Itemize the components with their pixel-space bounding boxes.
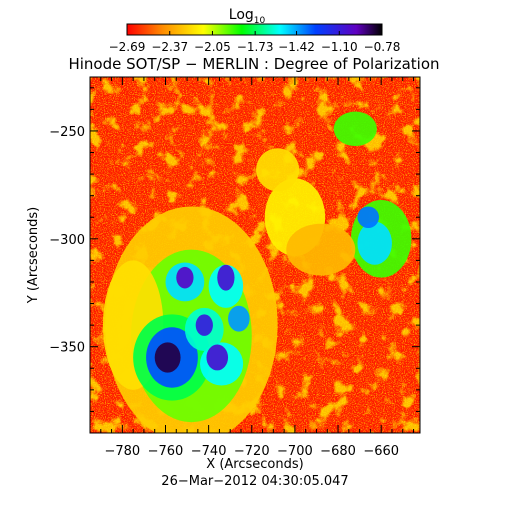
heatmap-patch xyxy=(206,344,229,371)
y-tick-label: −350 xyxy=(49,341,85,356)
heatmap-patch xyxy=(256,148,300,192)
colorbar-tick-label: −1.10 xyxy=(321,40,358,54)
x-tick-label: −720 xyxy=(234,444,270,459)
colorbar-tick-label: −2.37 xyxy=(151,40,188,54)
timestamp-footer: 26−Mar−2012 04:30:05.047 xyxy=(161,474,348,489)
x-tick-label: −760 xyxy=(148,444,184,459)
heatmap-area xyxy=(90,77,420,433)
heatmap-patch xyxy=(154,342,181,373)
colorbar-tick-label: −1.42 xyxy=(278,40,315,54)
x-axis-label: X (Arcseconds) xyxy=(206,457,303,472)
x-tick-label: −780 xyxy=(104,444,140,459)
heatmap-patches xyxy=(102,111,412,433)
heatmap-patch xyxy=(195,314,213,336)
x-tick-label: −660 xyxy=(363,444,399,459)
colorbar-label-subscript: 10 xyxy=(254,16,266,26)
chart-title: Hinode SOT/SP − MERLIN : Degree of Polar… xyxy=(68,55,439,73)
colorbar-tick-label: −2.05 xyxy=(194,40,231,54)
heatmap-patch xyxy=(357,221,392,265)
x-tick-label: −680 xyxy=(320,444,356,459)
heatmap-patch xyxy=(357,206,380,229)
y-tick-label: −300 xyxy=(49,233,85,248)
heatmap-patch xyxy=(333,111,377,147)
heatmap-patch xyxy=(176,266,194,289)
colorbar-tick-label: −2.69 xyxy=(109,40,146,54)
y-tick-label: −250 xyxy=(49,125,85,140)
heatmap-patch xyxy=(228,305,250,332)
colorbar-tick-label: −0.78 xyxy=(364,40,401,54)
plot-frame xyxy=(89,76,421,434)
colorbar-ticks: −2.69 −2.37 −2.05 −1.73 −1.42 −1.10 −0.78 xyxy=(109,31,401,54)
x-tick-label: −740 xyxy=(191,444,227,459)
colorbar xyxy=(126,23,383,36)
heatmap-patch xyxy=(217,264,235,291)
y-axis: −250 −300 −350 xyxy=(49,87,420,434)
heatmap-patch xyxy=(286,223,356,276)
colorbar-tick-label: −1.73 xyxy=(237,40,274,54)
x-axis: −780 −760 −740 −720 −700 −680 −660 xyxy=(89,77,415,459)
colorbar-label: Log10 xyxy=(229,7,266,26)
y-axis-label: Y (Arcseconds) xyxy=(26,207,41,304)
x-tick-label: −700 xyxy=(277,444,313,459)
